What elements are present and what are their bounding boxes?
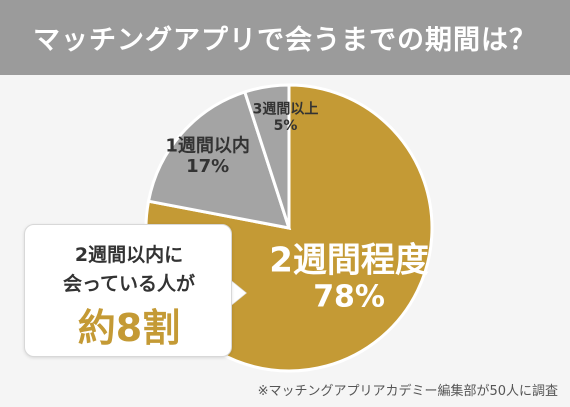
slice-label-name: 2週間程度 [269, 240, 429, 280]
slice-label-value: 17% [186, 156, 229, 177]
callout-line-1: 2週間以内に [74, 244, 184, 266]
slice-label-value: 78% [313, 279, 385, 314]
title-bar: マッチングアプリで会うまでの期間は？ [0, 0, 570, 75]
callout-pointer [230, 280, 246, 306]
slice-label-value: 5% [274, 118, 298, 134]
slice-1-week [146, 90, 292, 230]
summary-callout: 2週間以内に 会っている人が 約8割 [24, 224, 232, 357]
slice-label-name: 1週間以内 [165, 134, 250, 156]
slice-label-name: 3週間以上 [253, 102, 319, 118]
chart-title: マッチングアプリで会うまでの期間は？ [33, 25, 537, 56]
callout-line-2: 会っている人が [62, 273, 196, 295]
slice-3-weeks-plus [242, 83, 291, 229]
survey-footnote: ※マッチングアプリアカデミー編集部が50人に調査 [257, 384, 558, 399]
callout-emphasis: 約8割 [77, 306, 181, 350]
